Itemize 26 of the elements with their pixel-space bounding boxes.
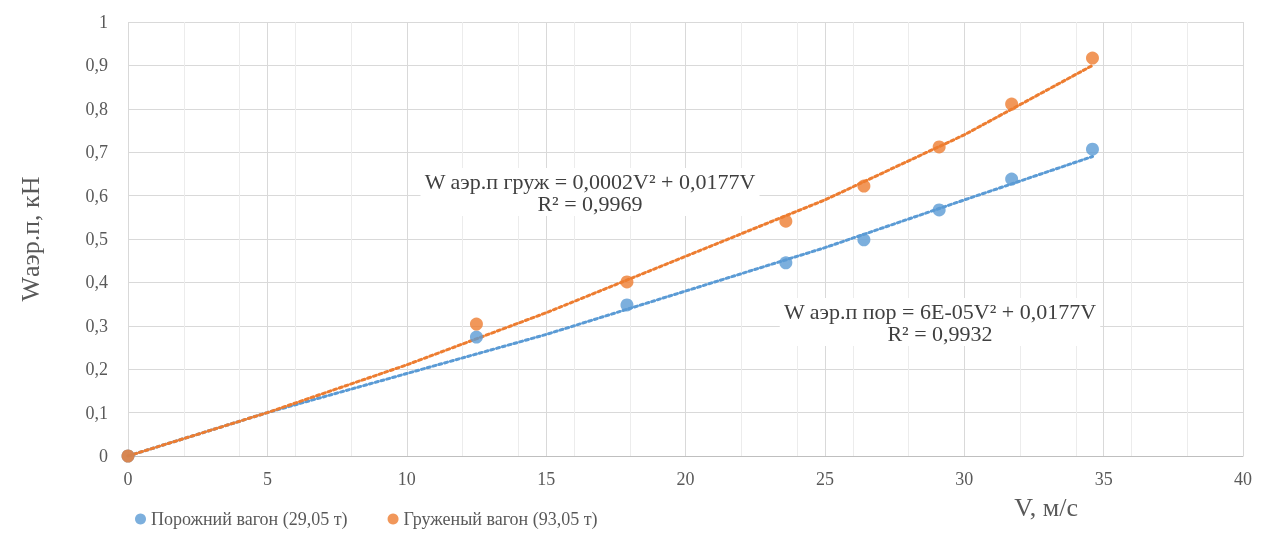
y-tick-label: 0,8 <box>85 98 108 119</box>
x-tick-label: 40 <box>1234 469 1252 489</box>
legend-label: Порожний вагон (29,05 т) <box>151 509 348 530</box>
y-tick-label: 0,4 <box>85 272 108 293</box>
x-tick-label: 10 <box>397 469 416 489</box>
x-tick-label: 20 <box>676 469 695 489</box>
x-tick-label: 0 <box>123 469 133 489</box>
y-tick-label: 0,5 <box>85 229 108 249</box>
y-tick-label: 0,7 <box>85 142 108 163</box>
annotation: W аэр.п груж = 0,0002V² + 0,0177V R² = 0,9969 <box>424 168 756 216</box>
x-tick-label: 25 <box>815 469 834 489</box>
x-axis-title: V, м/с <box>1014 492 1078 522</box>
annotation: W аэр.п пор = 6E-05V² + 0,0177V R² = 0,9932 <box>783 298 1097 346</box>
x-tick-label: 5 <box>262 469 272 489</box>
y-tick-label: 0,9 <box>85 55 108 76</box>
y-tick-label: 0,1 <box>85 402 108 423</box>
legend-label: Груженый вагон (93,05 т) <box>403 509 598 530</box>
y-tick-label: 0,6 <box>85 185 108 206</box>
y-tick-label: 1 <box>99 12 108 32</box>
y-tick-label: 0,2 <box>85 359 108 380</box>
x-tick-label: 15 <box>537 469 556 489</box>
x-tick-label: 35 <box>1094 469 1113 489</box>
x-tick-label: 30 <box>955 469 974 489</box>
y-axis-title: Wаэр.п, кН <box>15 176 45 302</box>
y-tick-label: 0,3 <box>85 315 108 336</box>
y-tick-label: 0 <box>99 446 108 466</box>
